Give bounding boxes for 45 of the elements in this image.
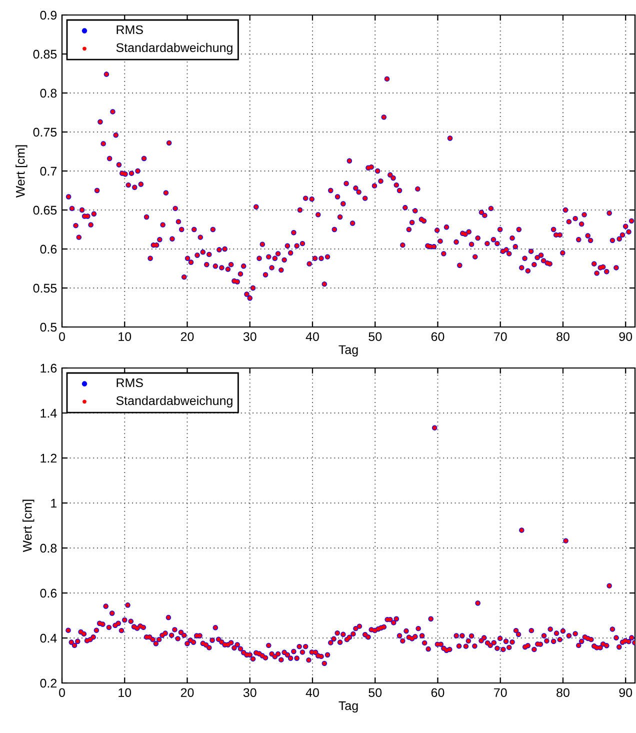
y-tick-label: 0.8 <box>40 88 57 98</box>
legend-label: RMS <box>116 378 143 388</box>
x-tick-label: 30 <box>243 688 256 698</box>
x-tick-label: 20 <box>180 688 194 698</box>
x-tick-label: 20 <box>180 332 194 342</box>
x-tick-label: 30 <box>243 332 256 342</box>
x-tick-label: 0 <box>59 688 65 698</box>
y-tick-label: 0.75 <box>33 128 57 137</box>
x-tick-label: 90 <box>619 688 632 698</box>
y-tick-label: 0.8 <box>40 544 57 553</box>
y-tick-label: 0.7 <box>40 166 57 176</box>
y-tick-label: 0.85 <box>33 50 57 59</box>
y-tick-label: 0.9 <box>40 10 57 20</box>
x-axis-title: Tag <box>338 345 358 357</box>
y-tick-label: 0.65 <box>33 206 57 215</box>
legend-label: Standardabweichung <box>116 42 232 55</box>
x-tick-label: 40 <box>306 332 319 342</box>
x-tick-label: 70 <box>494 332 507 342</box>
legend-label: Standardabweichung <box>116 396 232 408</box>
y-tick-label: 0.4 <box>40 634 57 643</box>
x-tick-label: 50 <box>368 688 382 698</box>
y-tick-label: 1 <box>51 498 57 508</box>
x-tick-label: 80 <box>556 688 570 698</box>
y-tick-label: 0.6 <box>40 244 57 254</box>
y-tick-label: 0.5 <box>40 322 57 332</box>
x-tick-label: 70 <box>494 688 507 698</box>
y-tick-label: 0.2 <box>40 678 57 688</box>
x-tick-label: 90 <box>619 332 632 342</box>
x-tick-label: 0 <box>59 332 65 342</box>
y-tick-label: 1.2 <box>40 454 57 463</box>
x-tick-label: 60 <box>431 332 444 342</box>
x-tick-label: 80 <box>556 332 570 342</box>
legend-label: RMS <box>116 25 143 34</box>
y-tick-label: 0.6 <box>40 588 57 598</box>
y-tick-label: 1.6 <box>40 364 57 373</box>
y-axis-title: Wert [cm] <box>16 145 28 198</box>
x-tick-label: 40 <box>306 688 319 698</box>
x-tick-label: 10 <box>118 332 132 342</box>
y-tick-label: 1.4 <box>40 408 57 418</box>
x-tick-label: 60 <box>431 688 444 698</box>
y-axis-title: Wert [cm] <box>22 500 34 552</box>
y-tick-label: 0.55 <box>33 284 57 293</box>
x-tick-label: 10 <box>118 688 132 698</box>
x-axis-title: Tag <box>338 701 358 713</box>
x-tick-label: 50 <box>368 332 382 342</box>
